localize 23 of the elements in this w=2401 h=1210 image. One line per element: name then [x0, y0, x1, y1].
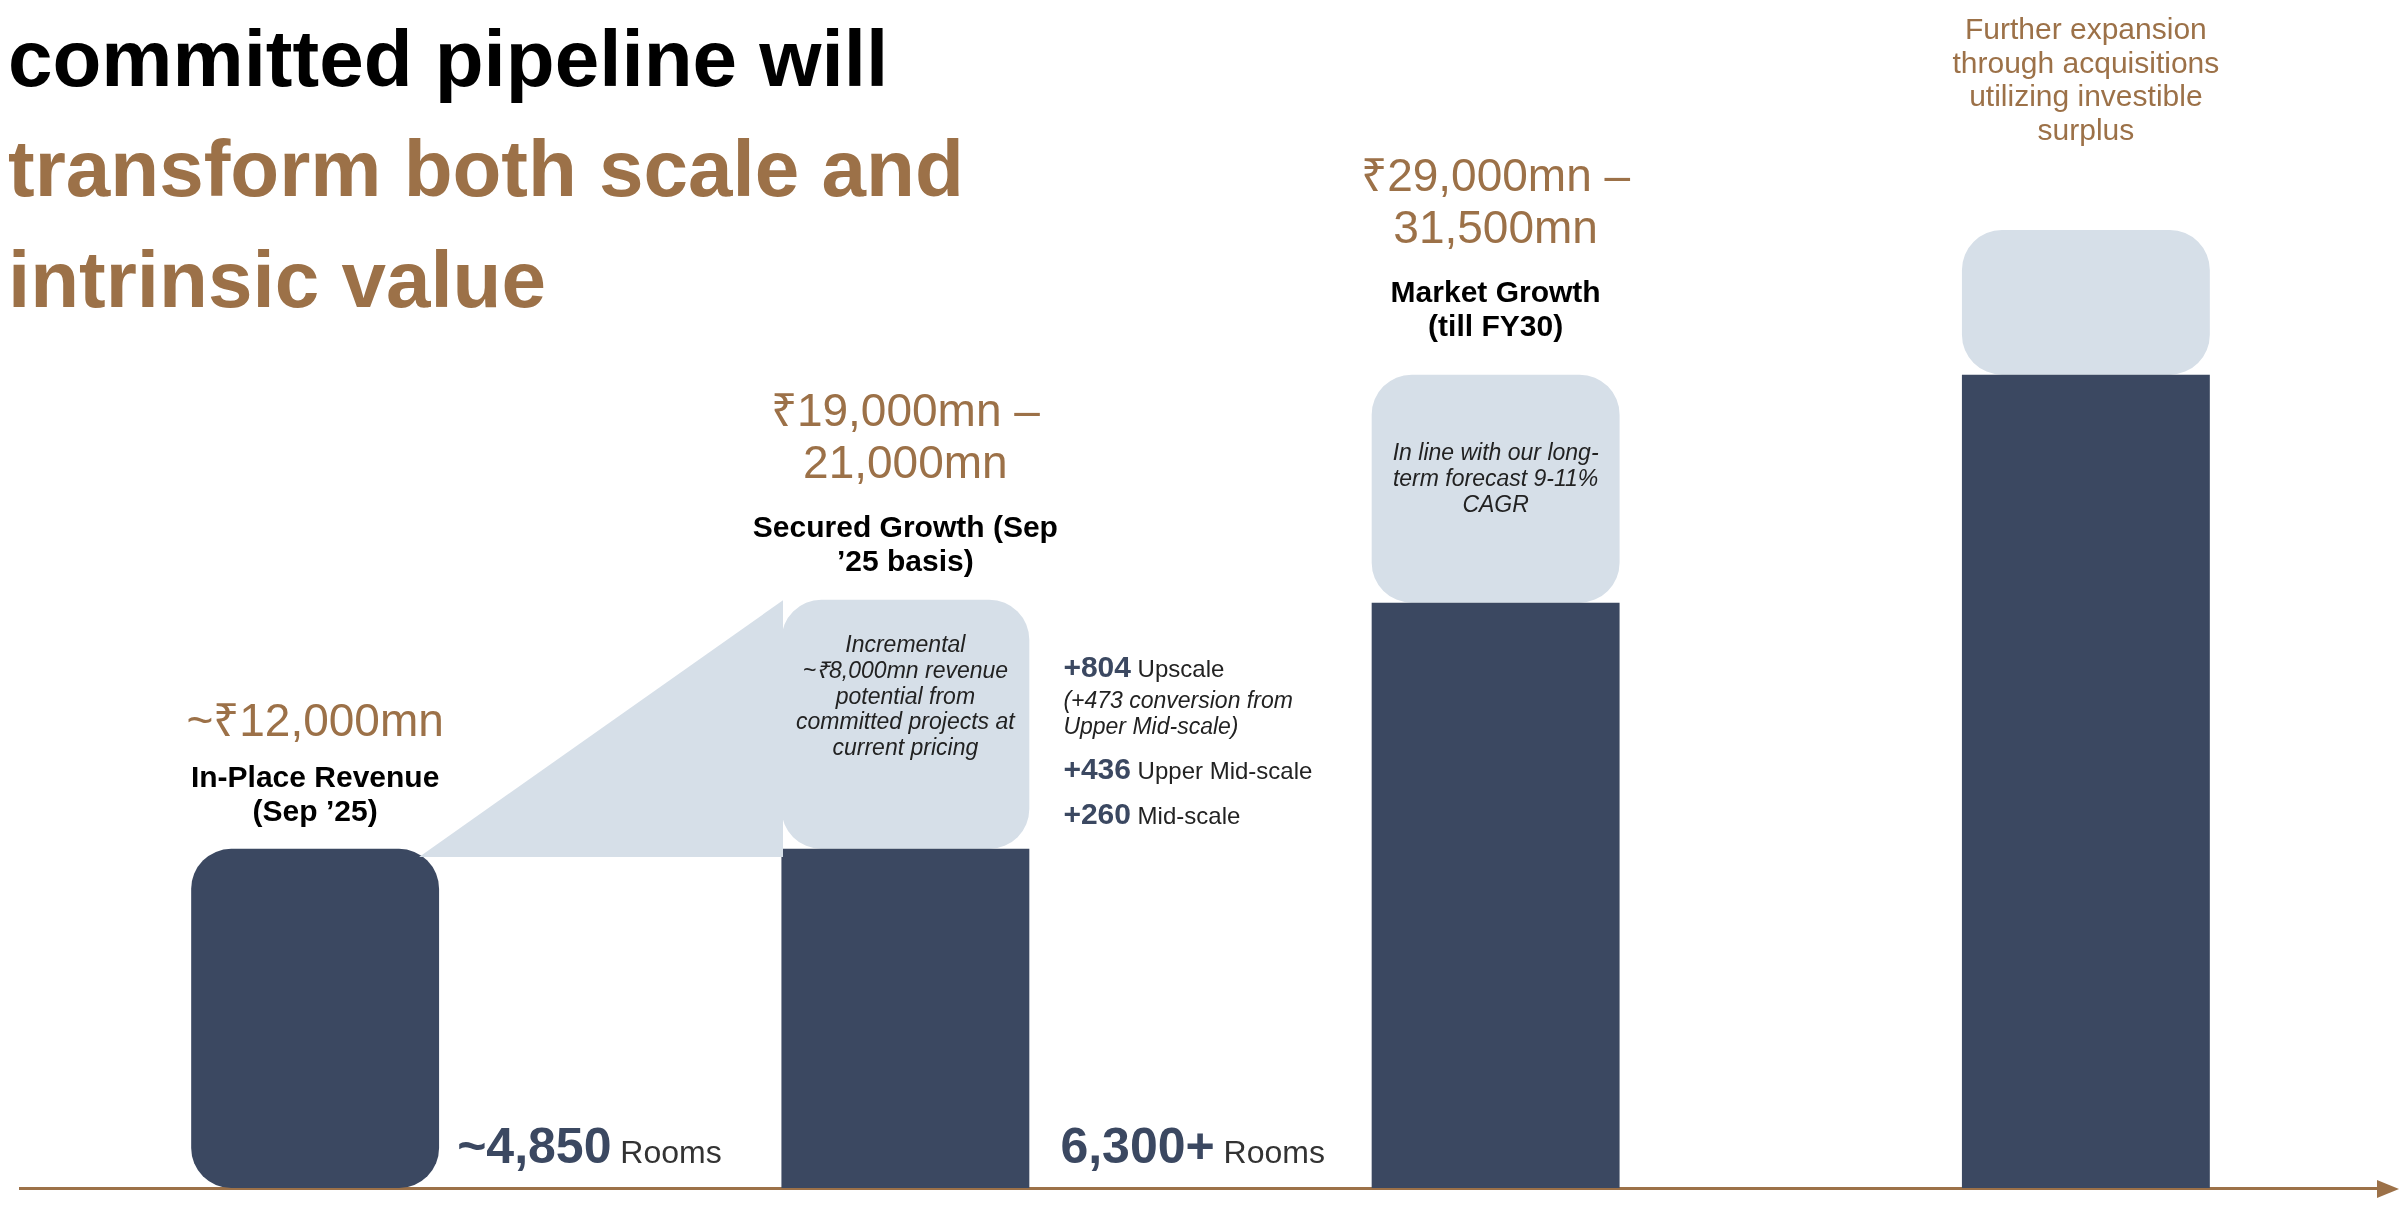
bar	[1371, 374, 1620, 603]
text: Further expansion through acquisitions utilizing investible surplus	[1951, 12, 2221, 147]
annotation: ~₹12,000mn	[185, 694, 445, 747]
bar	[1961, 374, 2210, 1188]
bar	[191, 848, 440, 1188]
annotation: ₹19,000mn – 21,000mn	[769, 384, 1041, 489]
annotation: ~4,850 Rooms	[457, 1118, 723, 1174]
annotation: ₹29,000mn – 31,500mn	[1360, 149, 1632, 254]
bar	[1371, 602, 1620, 1188]
bar	[1961, 230, 2210, 375]
annotation: In line with our long-term forecast 9-11% CAGR	[1391, 439, 1600, 518]
annotation: +804 Upscale	[1063, 650, 1226, 684]
chart-title: committed pipeline will	[8, 13, 890, 105]
annotation: 6,300+ Rooms	[1060, 1118, 1326, 1174]
annotation: +260 Mid-scale	[1063, 797, 1242, 831]
annotation: Market Growth (till FY30)	[1389, 275, 1602, 343]
chart-subtitle: transform both scale and intrinsic value	[8, 123, 965, 326]
annotation: In-Place Revenue (Sep ’25)	[189, 760, 441, 828]
annotation: Incremental ~₹8,000mn revenue potential from committed projects at current pricing	[795, 631, 1017, 761]
bar	[781, 848, 1030, 1188]
annotation: Secured Growth (Sep ’25 basis)	[751, 510, 1059, 578]
annotation: +436 Upper Mid-scale	[1063, 752, 1314, 786]
annotation: (+473 conversion from Upper Mid-scale)	[1063, 687, 1294, 740]
